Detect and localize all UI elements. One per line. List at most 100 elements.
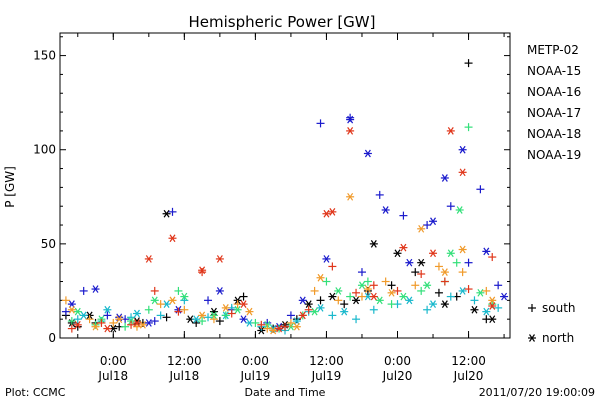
point-north <box>322 209 331 218</box>
point-north <box>132 309 141 318</box>
point-south <box>340 300 349 309</box>
point-south <box>322 277 331 286</box>
point-north <box>209 307 218 316</box>
point-north <box>298 311 307 320</box>
point-south <box>352 315 361 324</box>
point-south <box>103 311 112 320</box>
point-north <box>239 315 248 324</box>
point-north <box>115 315 124 324</box>
point-south <box>85 315 94 324</box>
point-north <box>369 240 378 248</box>
point-south <box>304 305 313 314</box>
legend-entry: NOAA-16 <box>527 85 581 99</box>
point-north <box>144 319 153 327</box>
point-north <box>375 296 384 305</box>
point-north <box>168 234 177 243</box>
point-north <box>275 324 284 333</box>
point-north <box>340 307 349 316</box>
point-south <box>434 288 443 297</box>
point-north <box>393 249 402 258</box>
timestamp: 2011/07/20 19:00:09 <box>479 386 595 399</box>
point-south <box>488 253 497 262</box>
marker-legend: south north <box>528 301 576 345</box>
point-south <box>162 313 171 322</box>
point-south <box>446 202 455 211</box>
point-south <box>73 315 82 324</box>
marker-legend-symbol <box>528 304 536 312</box>
point-north <box>458 245 467 254</box>
point-south <box>476 185 485 194</box>
point-south <box>156 300 165 309</box>
chart-title: Hemispheric Power [GW] <box>189 13 376 31</box>
point-north <box>417 258 426 267</box>
point-south <box>286 318 295 327</box>
point-north <box>168 296 177 305</box>
point-south <box>251 318 260 327</box>
point-north <box>144 255 153 263</box>
point-north <box>405 258 414 267</box>
point-south <box>263 324 272 333</box>
marker-legend-symbol <box>528 334 536 342</box>
point-north <box>198 311 207 320</box>
point-north <box>322 255 331 263</box>
point-north <box>292 322 301 331</box>
point-north <box>346 115 355 124</box>
point-north <box>192 315 201 324</box>
x-tick-time: 12:00 <box>309 354 344 368</box>
point-south <box>458 268 467 277</box>
point-north <box>488 302 497 310</box>
point-south <box>357 292 366 301</box>
point-south <box>198 317 207 326</box>
point-north <box>470 305 479 314</box>
point-north <box>138 320 147 329</box>
point-south <box>239 292 248 301</box>
x-tick-time: 12:00 <box>167 354 202 368</box>
point-south <box>221 311 230 320</box>
point-south <box>192 318 201 327</box>
point-north <box>455 206 464 214</box>
point-north <box>458 145 467 154</box>
point-north <box>91 322 100 331</box>
point-north <box>215 287 224 295</box>
point-south <box>316 119 325 128</box>
point-south <box>121 322 130 331</box>
point-south <box>369 281 378 290</box>
point-north <box>458 168 467 177</box>
point-south <box>346 292 355 301</box>
point-north <box>429 217 438 226</box>
x-tick-date: Jul18 <box>97 369 128 383</box>
point-south <box>494 303 503 312</box>
point-north <box>429 249 438 258</box>
point-south <box>227 309 236 318</box>
plot-credit: Plot: CCMC <box>5 386 66 399</box>
point-south <box>464 59 473 68</box>
point-south <box>168 207 177 216</box>
point-north <box>429 300 438 308</box>
point-south <box>180 305 189 314</box>
point-north <box>482 307 491 316</box>
point-south <box>399 211 408 220</box>
point-north <box>387 288 396 297</box>
point-south <box>434 262 443 271</box>
point-south <box>369 305 378 314</box>
point-north <box>363 285 372 293</box>
point-south <box>109 318 118 327</box>
point-north <box>381 206 390 214</box>
point-south <box>393 286 402 295</box>
point-north <box>417 224 426 233</box>
point-south <box>464 285 473 294</box>
point-north <box>476 288 485 297</box>
point-north <box>221 304 230 312</box>
point-south <box>417 269 426 278</box>
x-tick-date: Jul20 <box>453 369 484 383</box>
point-south <box>387 281 396 290</box>
point-south <box>204 296 213 305</box>
point-south <box>209 315 218 324</box>
legend-entry: NOAA-17 <box>527 106 581 120</box>
plot-frame <box>59 32 511 339</box>
point-north <box>233 305 242 314</box>
point-north <box>150 296 159 305</box>
point-north <box>239 300 248 308</box>
point-south <box>156 311 165 320</box>
point-south <box>375 190 384 199</box>
